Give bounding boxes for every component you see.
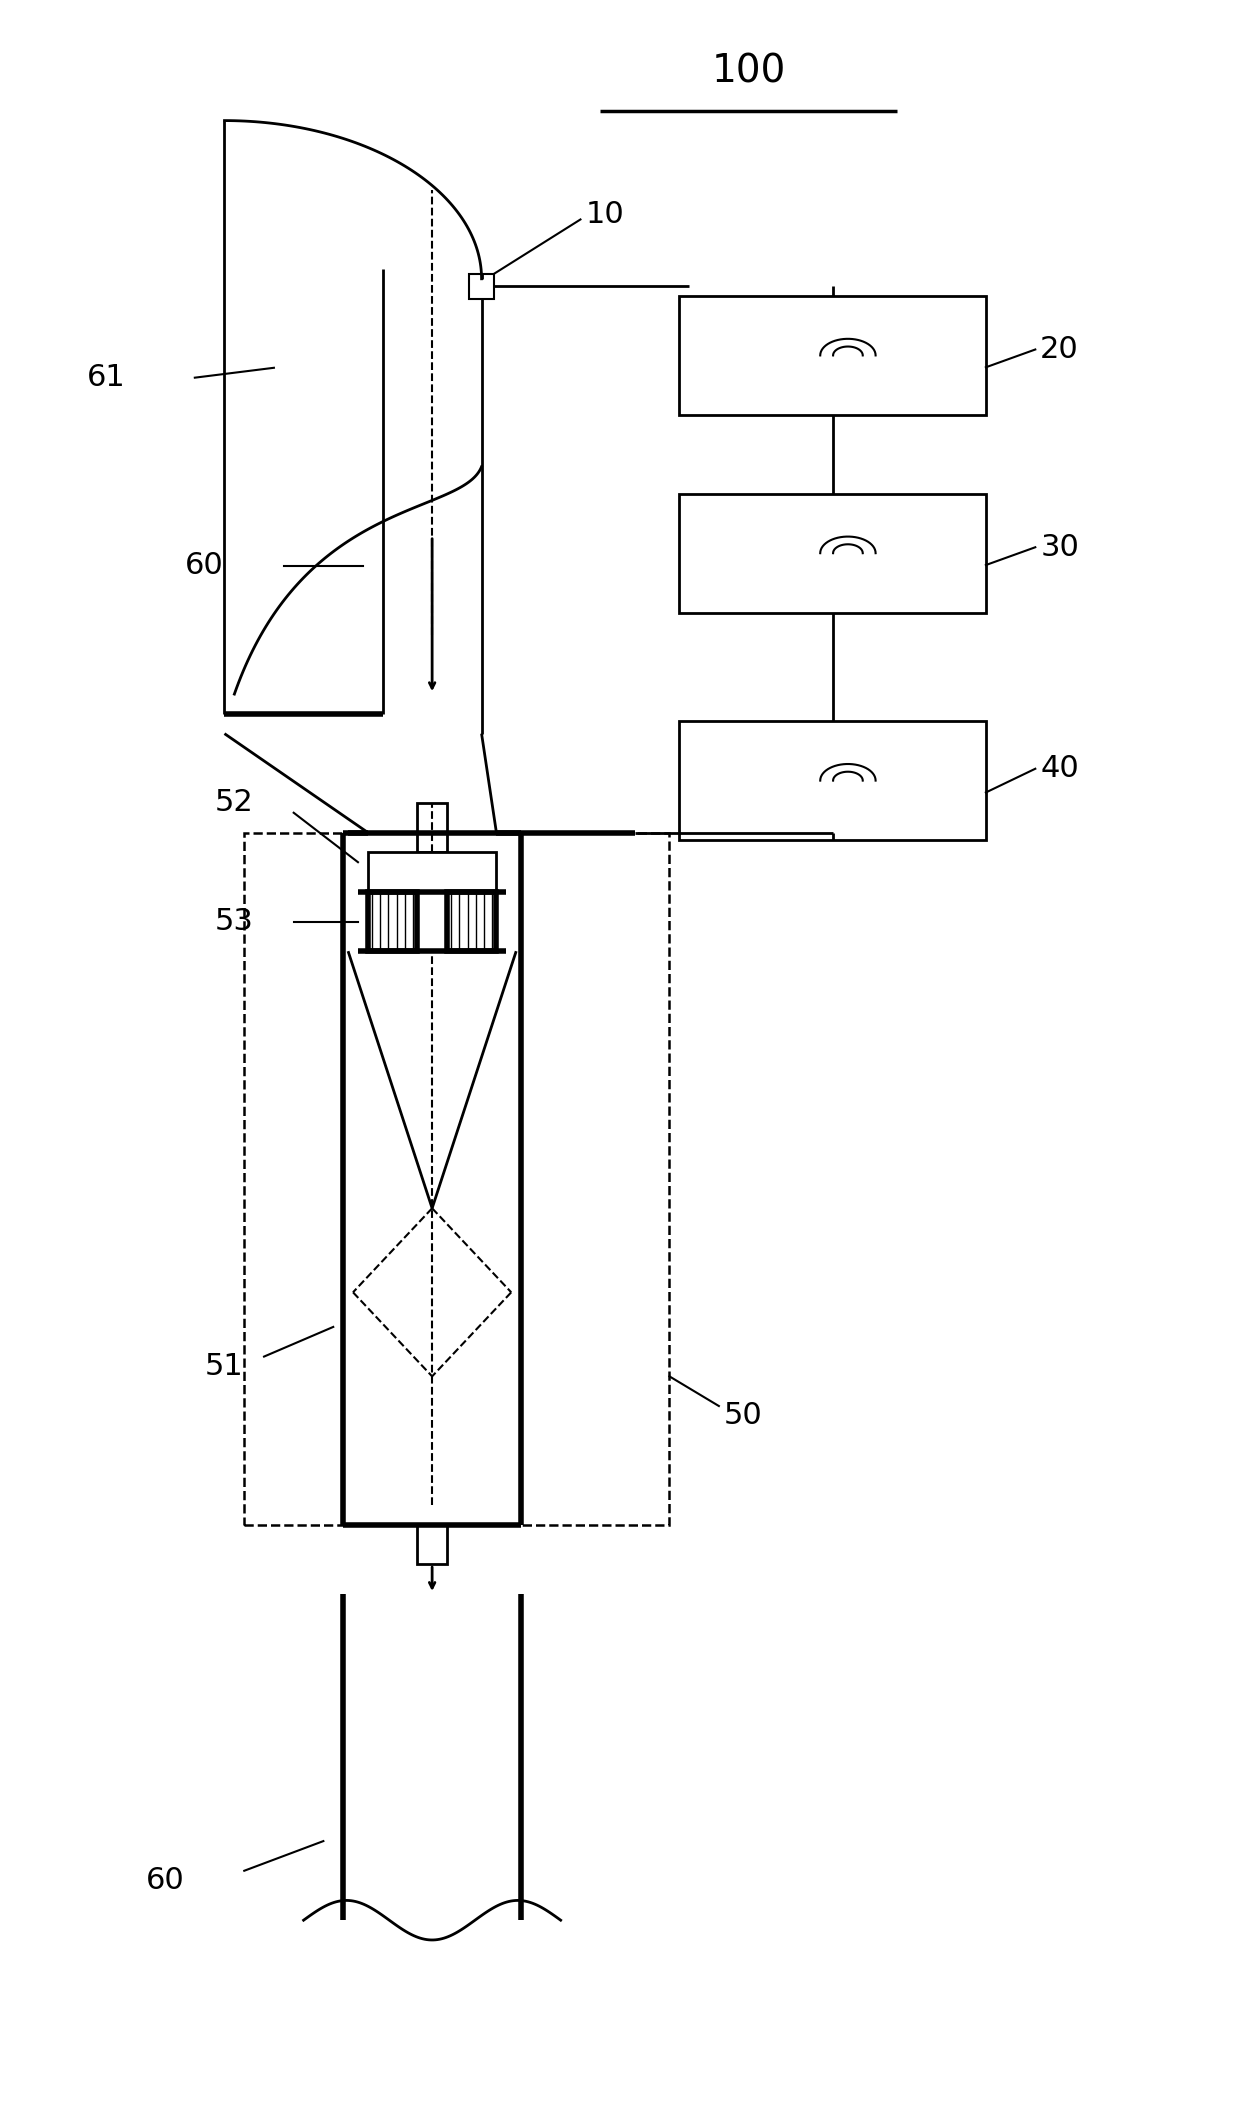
Text: 51: 51: [205, 1353, 244, 1380]
Bar: [680, 722, 986, 840]
Bar: [446, 893, 496, 952]
Text: 10: 10: [585, 200, 624, 230]
Bar: [418, 1526, 446, 1564]
Text: 50: 50: [724, 1401, 763, 1431]
Bar: [368, 852, 496, 893]
Text: 40: 40: [1040, 753, 1079, 783]
Text: 100: 100: [712, 53, 786, 91]
Text: 61: 61: [87, 363, 125, 392]
Bar: [469, 274, 494, 300]
Bar: [418, 804, 446, 852]
Bar: [244, 833, 670, 1526]
Text: 60: 60: [185, 551, 224, 580]
Bar: [680, 295, 986, 416]
Text: 52: 52: [215, 789, 254, 817]
Text: 30: 30: [1040, 532, 1079, 561]
Text: 20: 20: [1040, 335, 1079, 365]
Text: 60: 60: [146, 1865, 185, 1895]
Bar: [368, 893, 418, 952]
Text: 53: 53: [215, 907, 254, 937]
Bar: [680, 494, 986, 612]
